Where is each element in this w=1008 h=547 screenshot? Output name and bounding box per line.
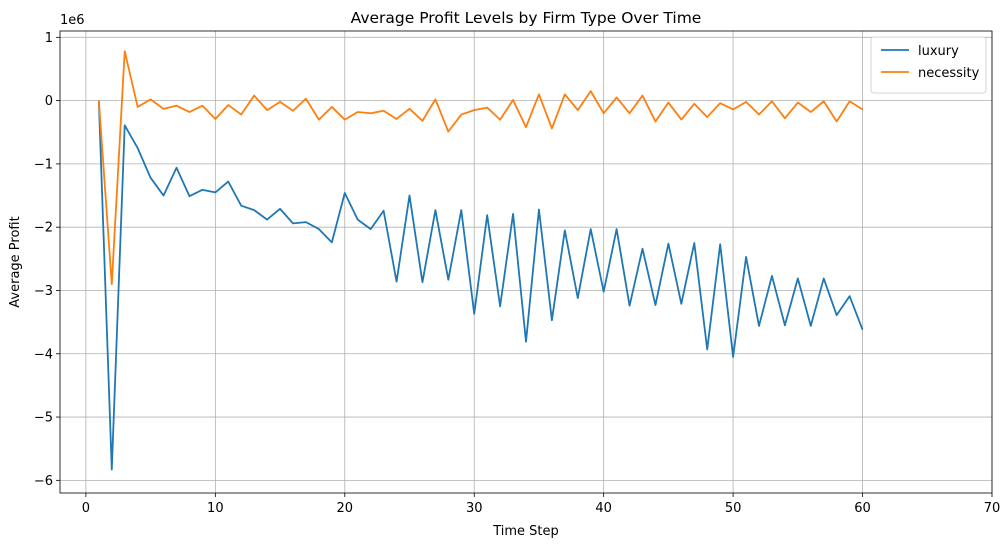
y-offset-text: 1e6 (60, 13, 85, 28)
y-tick-label: −4 (34, 347, 53, 362)
series-lines (97, 50, 864, 471)
y-axis-ticks: 1 0 −1 −2 −3 −4 −5 −6 (34, 31, 60, 489)
plot-frame (59, 30, 993, 494)
legend-box (870, 36, 987, 94)
y-tick-label: −3 (34, 284, 53, 299)
legend: luxury necessity (870, 36, 987, 94)
y-tick-label: −6 (34, 474, 53, 489)
x-tick-label: 20 (337, 501, 354, 516)
series-line-necessity (97, 50, 864, 286)
x-tick-label: 40 (595, 501, 612, 516)
chart-title: Average Profit Levels by Firm Type Over … (351, 9, 702, 27)
legend-label-necessity: necessity (918, 66, 980, 81)
y-tick-label: 0 (45, 94, 53, 109)
y-tick-label: −1 (34, 157, 53, 172)
y-axis-title: Average Profit (8, 216, 23, 307)
y-tick-label: 1 (45, 31, 53, 46)
x-tick-label: 10 (207, 501, 224, 516)
x-tick-label: 0 (82, 501, 90, 516)
x-tick-label: 60 (854, 501, 871, 516)
x-axis-ticks: 0 10 20 30 40 50 60 70 (82, 493, 1001, 516)
y-tick-label: −2 (34, 221, 53, 236)
x-axis-title: Time Step (492, 524, 559, 539)
series-line-luxury (97, 100, 864, 471)
grid (60, 31, 993, 493)
x-tick-label: 30 (466, 501, 483, 516)
x-tick-label: 50 (725, 501, 742, 516)
x-tick-label: 70 (984, 501, 1001, 516)
y-tick-label: −5 (34, 411, 53, 426)
legend-label-luxury: luxury (918, 44, 959, 59)
